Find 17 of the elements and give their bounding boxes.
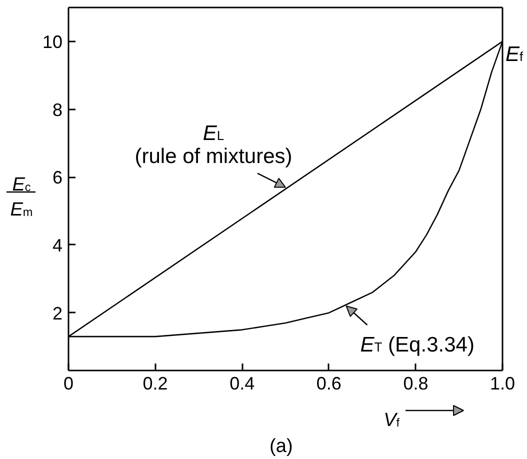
y-axis-title: Ec Em	[10, 174, 33, 220]
x-tick-label: 0.6	[316, 374, 342, 394]
y-tick-label: 6	[52, 168, 63, 188]
y-tick-label: 4	[52, 235, 63, 256]
y-tick-label: 2	[52, 303, 63, 324]
x-tick-label: 0	[63, 374, 74, 394]
text: (a)	[270, 436, 293, 457]
annotation: Ef	[506, 42, 524, 66]
x-tick-label: 1.0	[490, 374, 516, 394]
x-axis-title: Vf	[384, 410, 400, 431]
y-tick-label: 8	[52, 100, 63, 120]
annotation: EL (rule of mixtures)	[134, 122, 292, 168]
x-tick-label: 0.8	[403, 374, 428, 394]
annotation: ET (Eq.3.34)	[360, 334, 474, 357]
y-tick-label: 10	[42, 32, 63, 52]
x-tick-label: 0.2	[142, 374, 168, 394]
x-tick-label: 0.4	[230, 374, 255, 394]
